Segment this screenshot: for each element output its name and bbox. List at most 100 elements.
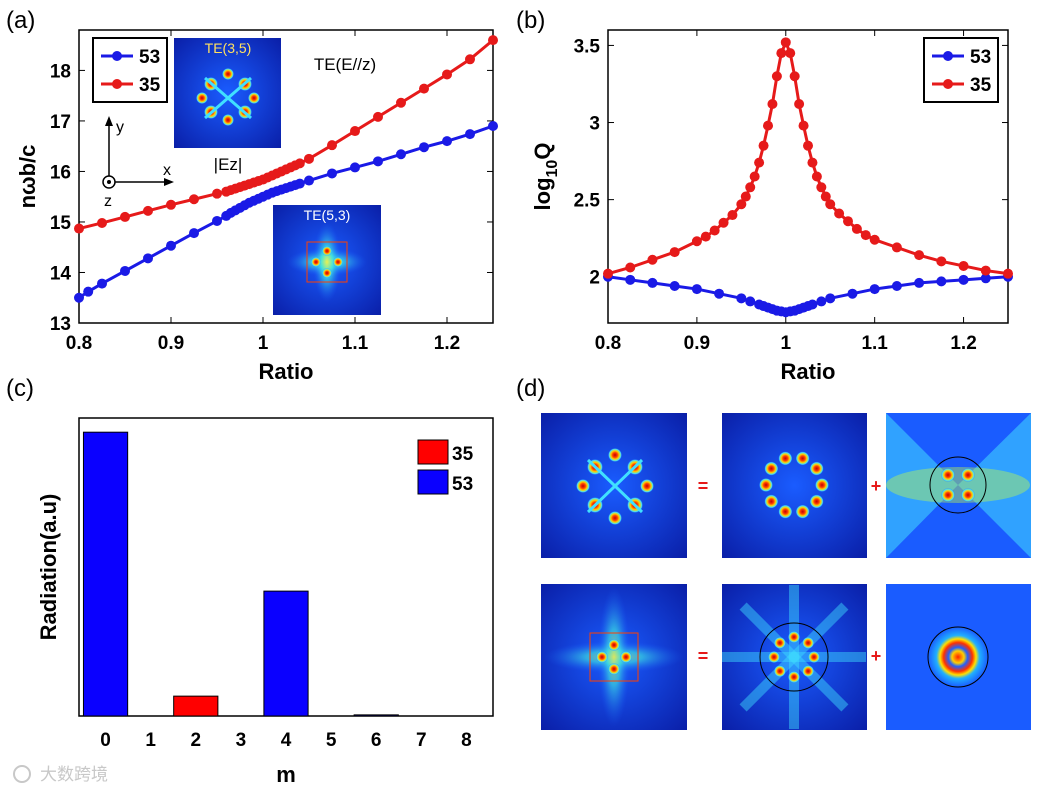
d-lobe <box>809 461 824 476</box>
x-axis-label: Ratio <box>259 359 314 384</box>
x-tick-label: 2 <box>190 730 201 751</box>
inset-te35-label: TE(3,5) <box>205 40 252 56</box>
series-53-point <box>745 296 756 307</box>
series-53-point <box>847 288 858 299</box>
y-tick-label: 15 <box>50 213 72 234</box>
axis-y-label: y <box>116 119 124 136</box>
d-lobe <box>773 636 786 649</box>
series-35-point <box>798 120 809 131</box>
watermark-logo-icon <box>13 765 31 783</box>
series-53-point <box>350 162 360 173</box>
panel-d: = + = + <box>541 413 1031 730</box>
series-35-point <box>488 35 498 46</box>
d-ray <box>790 602 849 661</box>
x-tick-label: 0.8 <box>595 333 621 354</box>
x-tick-label: 1 <box>258 333 269 354</box>
series-53-point <box>97 278 107 289</box>
x-axis-label: Ratio <box>781 359 836 384</box>
d-lobe <box>778 451 793 466</box>
series-35-point <box>851 223 862 234</box>
series-35-point <box>763 120 773 131</box>
series-35-point <box>816 182 827 193</box>
y-axis-label: nωb/c <box>15 145 40 209</box>
series-35-point <box>294 158 305 169</box>
series-53-point <box>736 293 747 304</box>
x-tick-label: 1 <box>145 730 156 751</box>
panel-label-b: (b) <box>516 7 545 34</box>
series-35-point <box>754 157 765 168</box>
y-tick-label: 3 <box>589 114 600 135</box>
d-map-1-3-lobes <box>886 413 1031 558</box>
d-lobe <box>764 494 779 509</box>
series-53-point <box>189 228 199 239</box>
field-label: |Ez| <box>214 155 243 174</box>
axes-triad: y x z <box>102 116 174 210</box>
x-tick-label: 4 <box>281 730 292 751</box>
series-53-point <box>669 280 680 291</box>
series-53-point <box>958 274 969 285</box>
d-plus-2: + <box>871 646 882 666</box>
legend-marker-35 <box>112 79 122 89</box>
d-map-2-1-lobes <box>544 587 684 727</box>
d-lobe <box>802 636 815 649</box>
bar-m0 <box>82 431 129 717</box>
series-35-point <box>843 216 853 227</box>
series-35-point <box>1003 268 1013 279</box>
legend <box>923 37 999 103</box>
d-ray <box>739 653 798 712</box>
series-53-point <box>980 273 991 284</box>
bar-m2 <box>173 695 219 717</box>
chart-a: TE(3,5) |Ez| TE(E//z) TE(5,3) y x <box>15 29 498 384</box>
series-35-point <box>771 71 782 82</box>
d-lobe <box>788 671 800 683</box>
x-tick-label: 7 <box>416 730 427 751</box>
series-35-point <box>807 157 818 168</box>
series-53-point <box>647 277 658 288</box>
x-tick-label: 1.2 <box>434 333 460 354</box>
bar-m4 <box>263 590 309 717</box>
series-53-point <box>807 299 818 310</box>
panel-label-d: (d) <box>516 375 545 402</box>
series-35-point <box>740 191 751 202</box>
series-35-point <box>718 217 729 228</box>
series-35-point <box>891 242 902 253</box>
series-35-point <box>736 199 747 210</box>
series-53-point <box>327 168 337 179</box>
d-ray <box>739 602 798 661</box>
series-35-point <box>980 265 991 276</box>
legend <box>92 37 168 103</box>
panel-label-a: (a) <box>6 7 35 34</box>
series-35-point <box>869 234 880 245</box>
d-plus-1: + <box>871 476 882 496</box>
series-35-point <box>811 171 822 182</box>
series-53-point <box>396 149 406 160</box>
x-tick-label: 0.8 <box>66 333 92 354</box>
series-35-point <box>803 140 813 151</box>
series-35-point <box>419 83 429 94</box>
series-35-point <box>327 140 337 151</box>
series-35-point <box>396 97 406 108</box>
series-53-point <box>212 215 222 226</box>
axis-z-label: z <box>104 193 112 210</box>
series-35-point <box>785 48 796 59</box>
d-lobe <box>773 665 786 678</box>
y-tick-label: 18 <box>50 61 71 82</box>
d-ray <box>790 653 849 712</box>
watermark: 大数跨境 <box>40 765 108 784</box>
d-lobe <box>815 478 829 492</box>
series-53-point <box>816 296 827 307</box>
d-map-1-2-lobes <box>759 451 829 519</box>
series-53-point <box>488 120 498 131</box>
d-boundary <box>759 622 829 692</box>
series-35-point <box>727 210 738 221</box>
y-axis-label: Radiation(a.u) <box>36 494 61 641</box>
series-35-point <box>350 126 360 137</box>
d-lobe <box>778 504 793 519</box>
chart-a-frame <box>78 29 494 324</box>
series-35-point <box>691 236 702 247</box>
y-tick-label: 13 <box>50 314 71 335</box>
series-35-point <box>304 153 314 164</box>
x-tick-label: 1 <box>780 333 791 354</box>
inset-te35-lobes <box>196 68 260 126</box>
